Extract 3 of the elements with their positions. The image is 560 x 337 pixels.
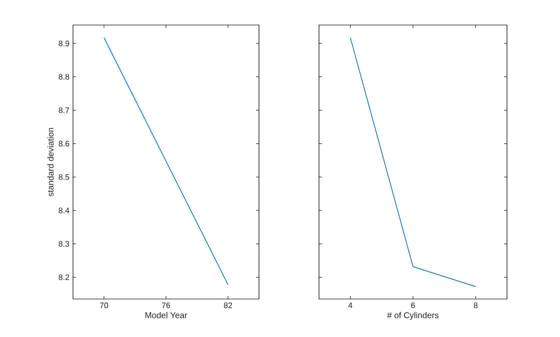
y-axis-title: standard deviation xyxy=(47,128,54,196)
x-axis-title: # of Cylinders xyxy=(387,312,439,320)
x-axis-title: Model Year xyxy=(145,312,188,318)
